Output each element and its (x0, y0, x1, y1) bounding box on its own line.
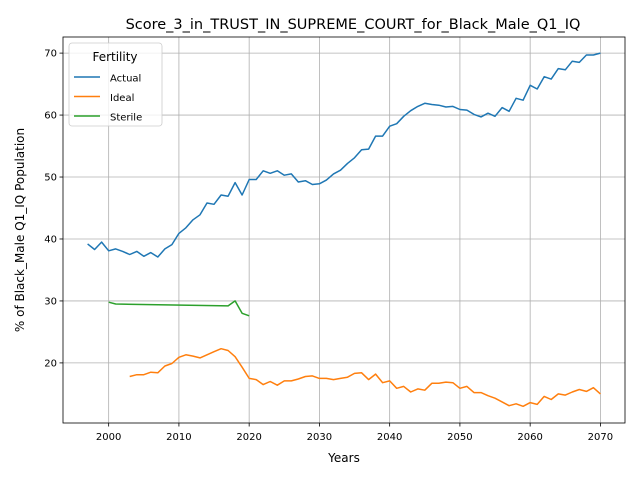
y-tick-label: 30 (44, 296, 57, 307)
x-tick-label: 2070 (588, 432, 613, 443)
x-tick-label: 2020 (236, 432, 261, 443)
x-tick-label: 2010 (166, 432, 191, 443)
grid (63, 37, 625, 423)
legend-label-sterile: Sterile (110, 113, 142, 124)
y-tick-label: 60 (44, 111, 57, 122)
x-tick-label: 2040 (377, 432, 402, 443)
y-tick-label: 20 (44, 358, 57, 369)
y-tick-label: 50 (44, 173, 57, 184)
x-axis-ticks: 2000 2010 2020 2030 2040 2050 2060 2070 (96, 423, 613, 443)
y-tick-label: 70 (44, 49, 57, 60)
legend-label-ideal: Ideal (110, 93, 134, 104)
legend-box (68, 42, 163, 127)
legend: Fertility Actual Ideal Sterile (68, 42, 163, 127)
x-tick-label: 2060 (517, 432, 542, 443)
legend-title: Fertility (92, 50, 137, 64)
x-axis-label: Years (327, 451, 360, 465)
x-tick-label: 2000 (96, 432, 121, 443)
plot-frame (62, 36, 626, 424)
series-line-sterile (108, 300, 250, 317)
x-tick-label: 2050 (447, 432, 472, 443)
series-layer (87, 52, 601, 408)
y-axis-ticks: 20 30 40 50 60 70 (44, 49, 63, 369)
series-line-actual (87, 52, 601, 258)
y-tick-label: 40 (44, 234, 57, 245)
x-tick-label: 2030 (307, 432, 332, 443)
legend-label-actual: Actual (110, 74, 141, 85)
series-line-ideal (129, 347, 601, 408)
chart-title: Score_3_in_TRUST_IN_SUPREME_COURT_for_Bl… (126, 17, 581, 33)
y-axis-label: % of Black_Male Q1_IQ Population (13, 128, 27, 332)
